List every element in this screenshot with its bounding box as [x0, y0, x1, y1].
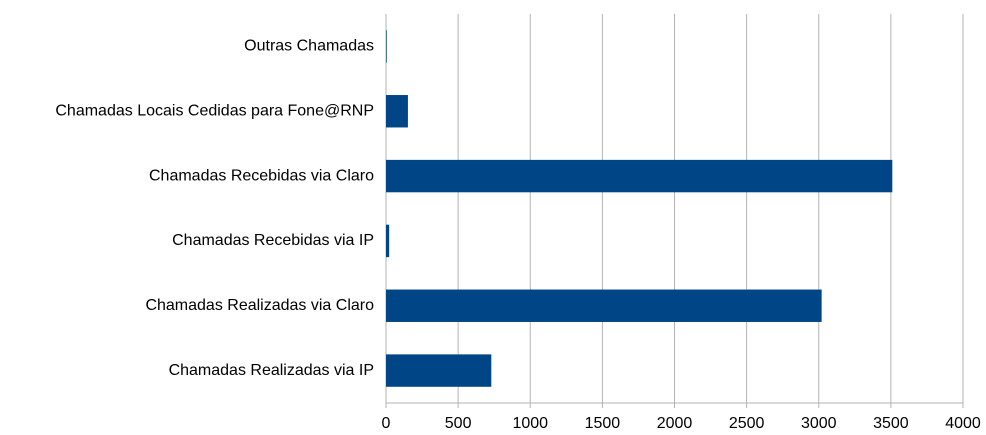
bar	[386, 224, 390, 258]
x-tick-label: 2000	[657, 415, 693, 432]
x-tick-label: 3500	[873, 415, 909, 432]
bar	[386, 354, 492, 387]
y-tick-label: Chamadas Recebidas via Claro	[149, 167, 374, 184]
x-tick-label: 0	[382, 415, 391, 432]
bar	[386, 30, 387, 63]
y-tick-label: Chamadas Realizadas via IP	[169, 362, 374, 379]
x-tick-label: 1500	[585, 415, 621, 432]
x-tick-label: 2500	[729, 415, 765, 432]
x-tick-label: 1000	[512, 415, 548, 432]
bar	[386, 289, 822, 322]
bar	[386, 159, 893, 193]
x-tick-label: 4000	[945, 415, 981, 432]
bar	[386, 95, 408, 128]
x-tick-label: 3000	[801, 415, 837, 432]
y-tick-label: Chamadas Locais Cedidas para Fone@RNP	[55, 102, 374, 119]
y-tick-label: Chamadas Realizadas via Claro	[145, 297, 374, 314]
y-tick-label: Outras Chamadas	[244, 38, 374, 55]
y-tick-label: Chamadas Recebidas via IP	[172, 232, 374, 249]
x-tick-label: 500	[445, 415, 472, 432]
